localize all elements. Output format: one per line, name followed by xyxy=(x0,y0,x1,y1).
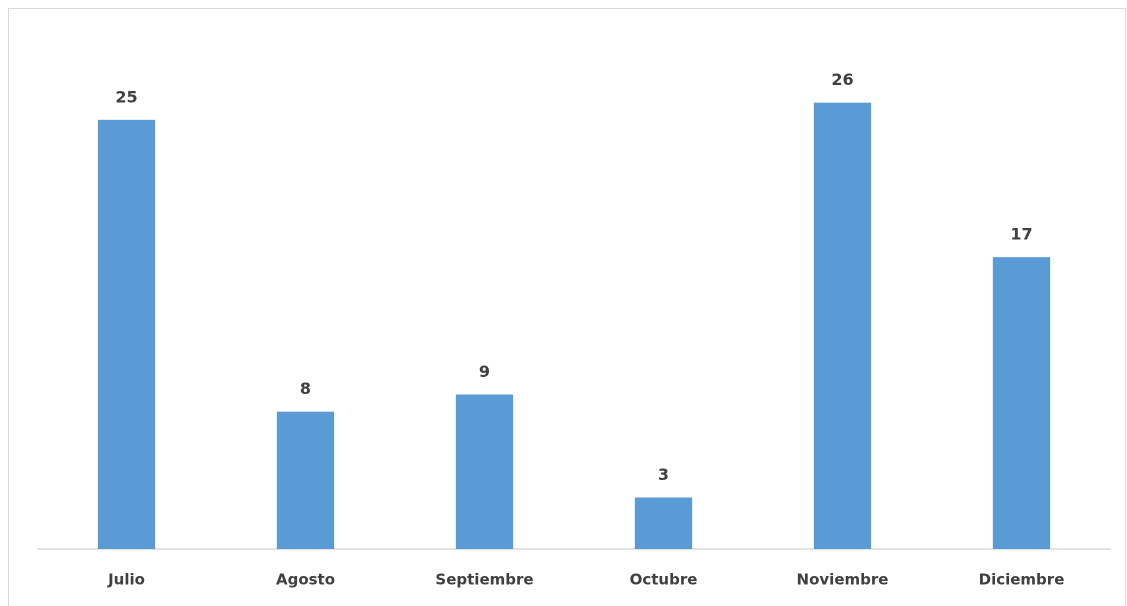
bar xyxy=(634,497,693,549)
x-tick-label: Septiembre xyxy=(435,571,533,589)
bar xyxy=(97,119,156,549)
x-tick-label: Octubre xyxy=(630,571,698,589)
x-tick-label: Agosto xyxy=(276,571,335,589)
bar xyxy=(992,257,1051,549)
bar xyxy=(276,411,335,549)
bar xyxy=(455,394,514,549)
bar xyxy=(813,102,872,550)
data-label: 3 xyxy=(658,465,669,484)
x-tick-label: Julio xyxy=(107,571,145,589)
chart-border xyxy=(8,8,1126,606)
data-label: 17 xyxy=(1010,225,1032,244)
data-label: 8 xyxy=(300,379,311,398)
data-label: 9 xyxy=(479,362,490,381)
x-tick-label: Noviembre xyxy=(797,571,889,589)
data-label: 26 xyxy=(831,70,853,89)
data-label: 25 xyxy=(115,87,137,106)
x-tick-label: Diciembre xyxy=(979,571,1065,589)
